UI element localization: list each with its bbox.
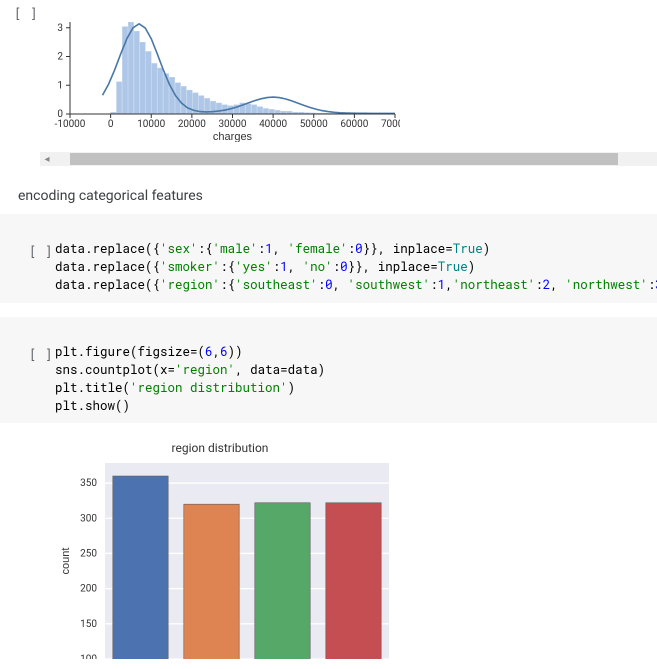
charges-hist-chart: -100000100002000030000400005000060000700…	[40, 22, 400, 142]
svg-text:200: 200	[80, 584, 97, 595]
svg-text:2: 2	[57, 52, 63, 63]
svg-text:250: 250	[80, 549, 97, 560]
output-area-top: -100000100002000030000400005000060000700…	[40, 22, 657, 142]
svg-text:150: 150	[80, 619, 97, 630]
code-text: data.replace({'sex':{'male':1, 'female':…	[55, 240, 657, 294]
svg-text:300: 300	[80, 513, 97, 524]
svg-text:50000: 50000	[300, 119, 328, 130]
scroll-left-icon[interactable]: ◂	[40, 152, 54, 166]
cell-gutter[interactable]: [ ]	[15, 343, 55, 364]
svg-text:40000: 40000	[259, 119, 287, 130]
svg-text:1: 1	[57, 80, 63, 91]
code-cell-plot[interactable]: [ ]plt.figure(figsize=(6,6)) sns.countpl…	[0, 317, 657, 424]
region-bar-chart: 100 150 200 250 300 350 count	[55, 459, 395, 669]
svg-text:350: 350	[80, 478, 97, 489]
svg-text:60000: 60000	[340, 119, 368, 130]
chart-title: region distribution	[70, 437, 370, 455]
svg-text:70000: 70000	[381, 119, 400, 130]
svg-text:charges: charges	[213, 131, 253, 142]
code-cell-replace[interactable]: [ ]data.replace({'sex':{'male':1, 'femal…	[0, 214, 657, 303]
svg-text:-10000: -10000	[55, 119, 86, 130]
code-text: plt.figure(figsize=(6,6)) sns.countplot(…	[55, 343, 325, 416]
scrollbar-thumb[interactable]	[70, 153, 618, 165]
svg-text:3: 3	[57, 23, 63, 34]
svg-text:20000: 20000	[178, 119, 206, 130]
output-row-top: [ ] -10000010000200003000040000500006000…	[0, 0, 657, 142]
svg-text:100: 100	[80, 654, 97, 659]
cell-gutter[interactable]: [ ]	[15, 240, 55, 261]
output-area-bottom: region distribution 100 150 200 250 300 350 co…	[0, 437, 657, 669]
svg-text:0: 0	[57, 109, 63, 120]
cell-gutter[interactable]: [ ]	[0, 2, 40, 22]
section-heading: encoding categorical features	[0, 166, 657, 214]
svg-text:30000: 30000	[218, 119, 246, 130]
svg-text:10000: 10000	[137, 119, 165, 130]
horizontal-scrollbar[interactable]: ◂	[40, 152, 657, 166]
svg-text:count: count	[60, 548, 72, 575]
svg-text:0: 0	[108, 119, 114, 130]
